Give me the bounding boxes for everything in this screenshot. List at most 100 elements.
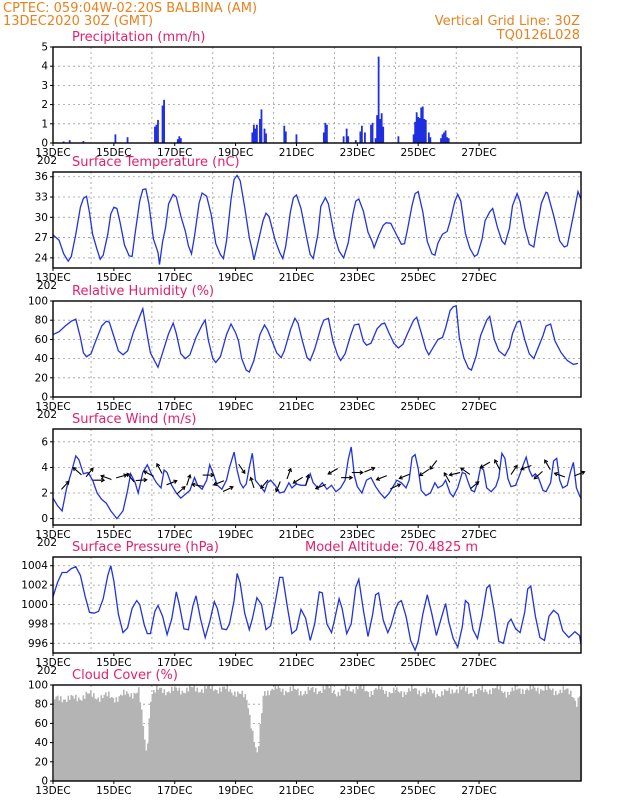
wind-vector-arrow [156, 462, 163, 474]
y-tick-label: 80 [35, 699, 48, 711]
y-tick-label: 80 [35, 315, 48, 327]
precip-bar [283, 125, 286, 143]
cloud-bar [286, 692, 289, 781]
precip-bar [444, 130, 447, 143]
wind-vector-arrow [166, 479, 178, 486]
cloud-bar [544, 685, 547, 781]
precip-bar [263, 128, 266, 143]
cloud-bar [445, 690, 448, 781]
cloud-bar [115, 697, 118, 781]
precip-bar [68, 140, 71, 143]
cloud-bar [454, 692, 457, 781]
panel-title-cloud: Cloud Cover (%) [72, 668, 178, 683]
cloud-bar [249, 714, 251, 781]
cloud-bar [277, 685, 280, 781]
cloud-bar [490, 694, 493, 781]
cloud-bar [402, 697, 404, 781]
cloud-bar [414, 687, 416, 781]
station-header: CPTEC: 059:04W-02:20S BALBINA (AM) [3, 1, 257, 16]
cloud-bar [84, 698, 86, 781]
cloud-bar [189, 685, 191, 781]
cloud-bar [225, 688, 227, 781]
cloud-bar [178, 687, 181, 781]
cloud-bar [343, 688, 346, 781]
cloud-bar [90, 690, 92, 781]
cloud-bar [396, 687, 398, 781]
cloud-bar [405, 694, 407, 781]
cloud-bar [571, 697, 574, 781]
precip-bar [265, 133, 267, 143]
cloud-bar [210, 688, 212, 781]
panel-frame [52, 684, 582, 782]
cloud-bar [196, 687, 199, 781]
cloud-bar [180, 694, 182, 781]
cloud-bar [442, 695, 445, 781]
x-tick-label: 27DEC [461, 401, 496, 413]
cloud-bar [214, 689, 217, 781]
precip-bar [440, 138, 442, 143]
cloud-bar [399, 692, 401, 781]
cloud-bar [579, 696, 581, 781]
cloud-bar [100, 695, 103, 781]
cloud-bar [259, 724, 262, 781]
cloud-bar [549, 688, 551, 781]
cloud-bar [552, 688, 554, 781]
y-tick-label: 2 [41, 488, 48, 500]
cloud-bar [391, 692, 394, 781]
x-tick-label: 21DEC [279, 401, 314, 413]
x-tick-label: 13DEC [35, 401, 70, 413]
x-tick-label: 19DEC [218, 272, 253, 284]
precip-bar [255, 124, 258, 143]
cloud-bar [216, 689, 218, 781]
cloud-bar [219, 687, 221, 781]
wind-vector-arrow [305, 473, 311, 486]
cloud-bar [366, 690, 368, 781]
wind-vector-arrow [574, 470, 586, 477]
grid-note: Vertical Grid Line: 30Z [435, 14, 580, 29]
wind-vector-arrow [351, 470, 364, 475]
wind-vector-arrow [448, 472, 461, 477]
precip-bar [342, 136, 345, 143]
year-fragment: 202 [37, 409, 57, 421]
precip-bar [377, 56, 380, 143]
cloud-bar [148, 718, 151, 781]
cloud-bar [298, 695, 301, 781]
cloud-bar [478, 688, 481, 781]
cloud-bar [381, 686, 383, 781]
cloud-bar [562, 686, 565, 781]
cloud-bar [492, 687, 494, 781]
cloud-bar [403, 691, 406, 781]
wind-vector-arrow [202, 472, 215, 478]
cloud-bar [88, 693, 91, 781]
precip-bar [414, 121, 417, 143]
cloud-bar [304, 690, 307, 781]
cloud-bar [111, 697, 113, 781]
cloud-bar [460, 689, 463, 781]
cloud-bar [574, 700, 577, 781]
cloud-bar [159, 687, 161, 781]
cloud-bar [282, 688, 284, 781]
x-tick-label: 23DEC [340, 401, 375, 413]
precip-bar [376, 115, 379, 143]
cloud-bar [157, 689, 160, 781]
x-tick-label: 25DEC [400, 401, 435, 413]
x-tick-label: 17DEC [157, 147, 192, 159]
cloud-bar [171, 686, 173, 781]
cloud-bar [247, 708, 250, 781]
wind-vector-arrow [135, 477, 148, 483]
cloud-bar [463, 686, 466, 781]
cloud-bar [309, 690, 311, 781]
cloud-bar [160, 687, 163, 781]
cloud-bar [54, 699, 56, 781]
precip-bar [415, 112, 418, 143]
cloud-bar [211, 685, 214, 781]
cloud-bar [400, 691, 403, 781]
cloud-bar [360, 685, 362, 781]
cloud-bar [334, 694, 337, 781]
cloud-bar [481, 685, 484, 781]
cloud-bar [70, 695, 73, 781]
x-tick-label: 19DEC [218, 657, 253, 669]
precip-bar [441, 134, 444, 143]
cloud-bar [435, 697, 437, 781]
